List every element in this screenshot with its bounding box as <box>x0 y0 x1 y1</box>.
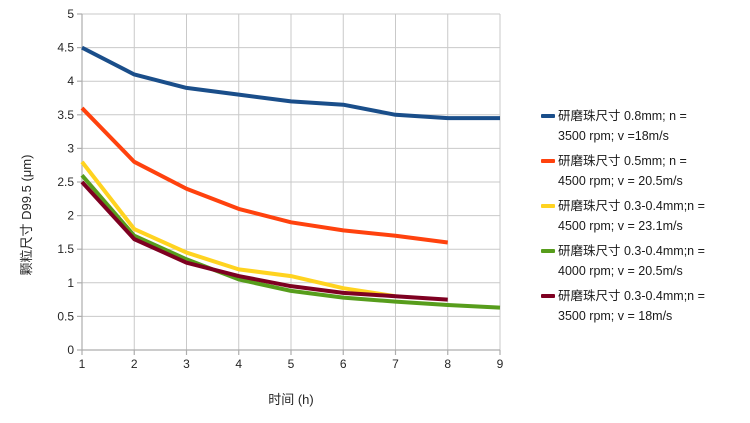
legend-item-1: 研磨珠尺寸 0.8mm; n = 3500 rpm; v =18m/s <box>541 106 749 146</box>
x-tick-label: 6 <box>340 357 347 371</box>
tick-labels: 0 0.5 1 1.5 2 2.5 3 3.5 4 4.5 5 1 2 3 4 5 6 7 8 9 <box>57 7 503 371</box>
legend-label-line1: 研磨珠尺寸 0.3-0.4mm;n = <box>558 244 705 258</box>
y-tick-label: 1.5 <box>57 242 74 256</box>
y-tick-label: 4 <box>67 74 74 88</box>
series-line-1 <box>81 45 500 121</box>
axes <box>77 13 501 355</box>
legend-label-line2: 3500 rpm; v =18m/s <box>558 129 669 143</box>
series-lines <box>80 45 501 310</box>
x-tick-label: 1 <box>79 357 86 371</box>
y-tick-label: 2.5 <box>57 175 74 189</box>
legend-item-4: 研磨珠尺寸 0.3-0.4mm;n = 4000 rpm; v = 20.5m/s <box>541 241 749 281</box>
y-tick-label: 0 <box>67 343 74 357</box>
y-tick-label: 1 <box>67 276 74 290</box>
series-line-3 <box>80 160 396 299</box>
y-tick-label: 0.5 <box>57 309 74 323</box>
legend-item-3: 研磨珠尺寸 0.3-0.4mm;n = 4500 rpm; v = 23.1m/s <box>541 196 749 236</box>
legend-label-line2: 3500 rpm; v = 18m/s <box>558 309 673 323</box>
y-tick-label: 3 <box>67 141 74 155</box>
y-tick-label: 3.5 <box>57 108 74 122</box>
legend-line-marker-icon <box>541 114 555 118</box>
legend-label-line2: 4500 rpm; v = 23.1m/s <box>558 219 683 233</box>
x-tick-label: 9 <box>497 357 504 371</box>
legend-label-line2: 4500 rpm; v = 20.5m/s <box>558 174 683 188</box>
x-tick-label: 4 <box>235 357 242 371</box>
legend-label-line2: 4000 rpm; v = 20.5m/s <box>558 264 683 278</box>
legend-label-line1: 研磨珠尺寸 0.3-0.4mm;n = <box>558 199 705 213</box>
legend-item-2: 研磨珠尺寸 0.5mm; n = 4500 rpm; v = 20.5m/s <box>541 151 749 191</box>
x-tick-label: 2 <box>131 357 138 371</box>
legend-line-marker-icon <box>541 204 555 208</box>
x-tick-label: 3 <box>183 357 190 371</box>
series-line-2 <box>80 106 449 245</box>
x-tick-label: 5 <box>288 357 295 371</box>
legend-line-marker-icon <box>541 294 555 298</box>
gridlines <box>82 13 501 350</box>
x-tick-label: 8 <box>444 357 451 371</box>
legend-item-5: 研磨珠尺寸 0.3-0.4mm;n = 3500 rpm; v = 18m/s <box>541 286 749 326</box>
y-tick-label: 4.5 <box>57 41 74 55</box>
legend-label-line1: 研磨珠尺寸 0.8mm; n = <box>558 109 687 123</box>
series-line-4 <box>80 173 501 310</box>
y-axis-title: 颗粒尺寸 D99.5 (μm) <box>19 155 34 276</box>
y-tick-label: 2 <box>67 209 74 223</box>
y-tick-label: 5 <box>67 7 74 21</box>
x-tick-label: 7 <box>392 357 399 371</box>
series-line-5 <box>80 180 448 302</box>
x-axis-title: 时间 (h) <box>268 392 314 407</box>
legend-label-line1: 研磨珠尺寸 0.3-0.4mm;n = <box>558 289 705 303</box>
legend-label-line1: 研磨珠尺寸 0.5mm; n = <box>558 154 687 168</box>
legend-line-marker-icon <box>541 249 555 253</box>
legend: 研磨珠尺寸 0.8mm; n = 3500 rpm; v =18m/s 研磨珠尺寸 … <box>541 106 749 331</box>
legend-line-marker-icon <box>541 159 555 163</box>
